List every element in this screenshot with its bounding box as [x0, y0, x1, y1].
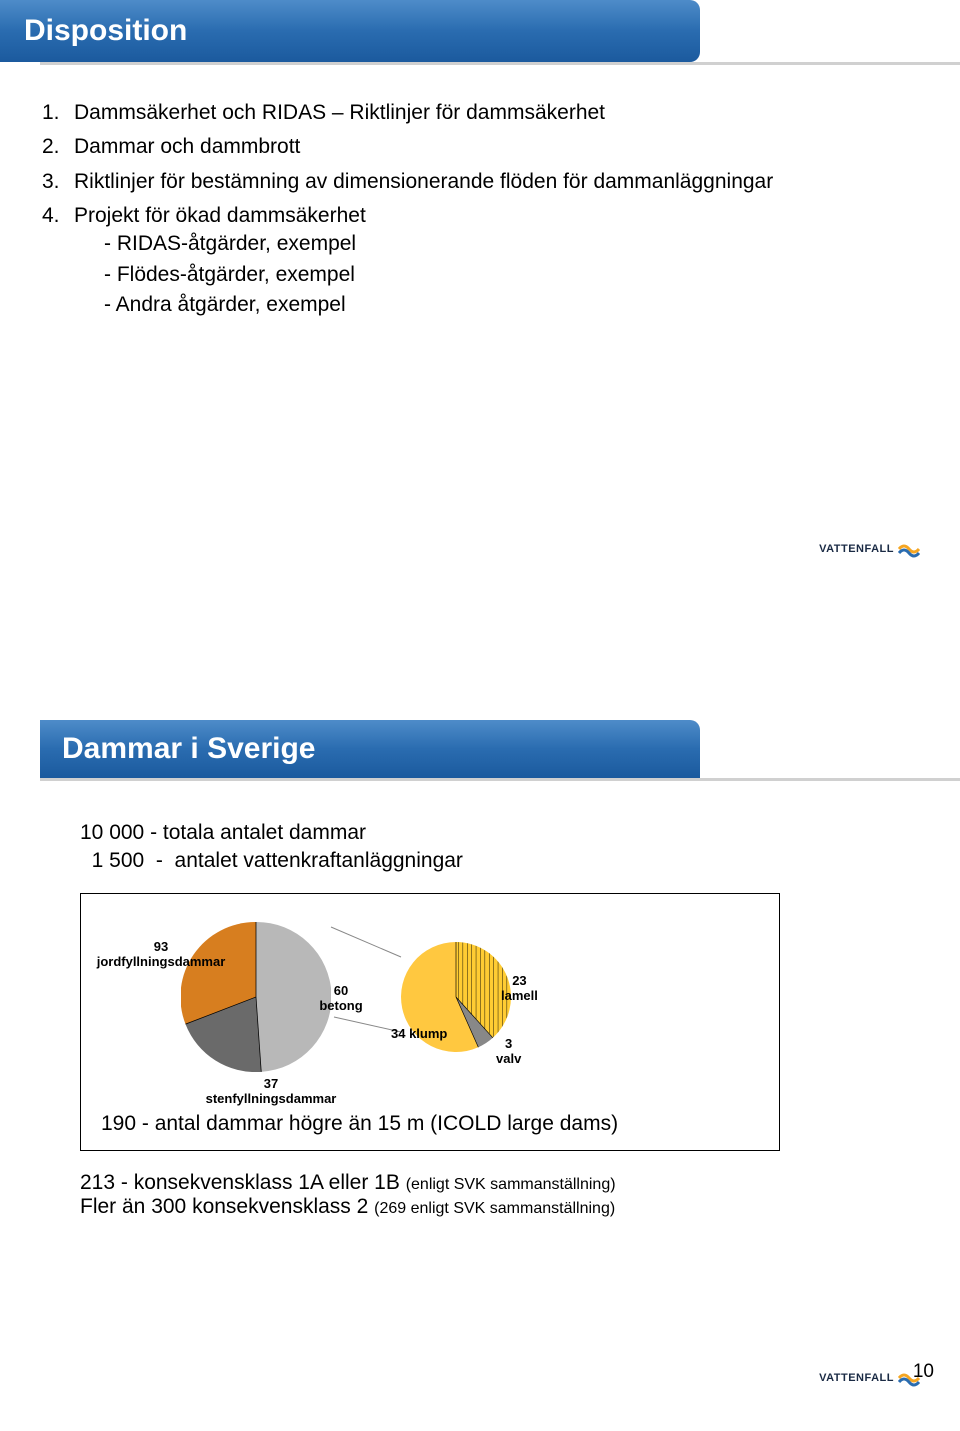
logo-text: VATTENFALL [819, 1372, 894, 1384]
pie-label-klump: 34 klump [391, 1027, 447, 1042]
extra-line: Fler än 300 konsekvensklass 2 (269 enlig… [80, 1195, 960, 1219]
sub-item: - RIDAS-åtgärder, exempel [104, 230, 900, 258]
vattenfall-logo: VATTENFALL [819, 540, 920, 558]
page-number: 10 [913, 1361, 934, 1383]
slide-disposition: Disposition 1. Dammsäkerhet och RIDAS – … [0, 0, 960, 680]
pie-label-valv: 3 valv [496, 1037, 521, 1067]
list-number: 2. [42, 133, 74, 161]
pie-area: 93 jordfyllningsdammar 60 betong 37 sten… [181, 912, 759, 1082]
list-text: Riktlinjer för bestämning av dimensioner… [74, 168, 900, 196]
sub-item: - Flödes-åtgärder, exempel [104, 261, 900, 289]
slide-dammar-sverige: Dammar i Sverige 10 000 - totala antalet… [0, 720, 960, 1431]
pie-chart-main: 93 jordfyllningsdammar 60 betong 37 sten… [181, 922, 331, 1072]
chart-caption: 190 - antal dammar högre än 15 m (ICOLD … [101, 1112, 759, 1136]
slide1-title-bar: Disposition [0, 0, 700, 62]
list-text: Projekt för ökad dammsäkerhet - RIDAS-åt… [74, 202, 900, 321]
list-text: Dammsäkerhet och RIDAS – Riktlinjer för … [74, 99, 900, 127]
slide2-title-bar: Dammar i Sverige [40, 720, 700, 778]
sub-list: - RIDAS-åtgärder, exempel - Flödes-åtgär… [74, 230, 900, 319]
extra-stats: 213 - konsekvensklass 1A eller 1B (enlig… [0, 1151, 960, 1219]
logo-mark-icon [898, 540, 920, 558]
slide1-title: Disposition [24, 14, 187, 48]
list-item: 4. Projekt för ökad dammsäkerhet - RIDAS… [42, 202, 900, 321]
logo-text: VATTENFALL [819, 543, 894, 555]
list-number: 1. [42, 99, 74, 127]
stat-line: 1 500 - antalet vattenkraftanläggningar [80, 849, 960, 873]
pie-connector [326, 912, 406, 1082]
pie-chart-sub: 23 lamell 3 valv 34 klump [401, 942, 511, 1052]
list-number: 4. [42, 202, 74, 321]
stats-block: 10 000 - totala antalet dammar 1 500 - a… [0, 781, 960, 873]
list-text: Dammar och dammbrott [74, 133, 900, 161]
extra-line: 213 - konsekvensklass 1A eller 1B (enlig… [80, 1171, 960, 1195]
list-item: 2. Dammar och dammbrott [42, 133, 900, 161]
list-item: 3. Riktlinjer för bestämning av dimensio… [42, 168, 900, 196]
slide2-title: Dammar i Sverige [62, 732, 315, 766]
sub-item: - Andra åtgärder, exempel [104, 291, 900, 319]
vattenfall-logo: VATTENFALL [819, 1369, 920, 1387]
stat-line: 10 000 - totala antalet dammar [80, 821, 960, 845]
slide1-content: 1. Dammsäkerhet och RIDAS – Riktlinjer f… [0, 65, 960, 321]
list-item: 1. Dammsäkerhet och RIDAS – Riktlinjer f… [42, 99, 900, 127]
list-number: 3. [42, 168, 74, 196]
pie-label-lamell: 23 lamell [501, 974, 538, 1004]
pie-label-jord: 93 jordfyllningsdammar [91, 940, 231, 970]
chart-box: 93 jordfyllningsdammar 60 betong 37 sten… [80, 893, 780, 1151]
